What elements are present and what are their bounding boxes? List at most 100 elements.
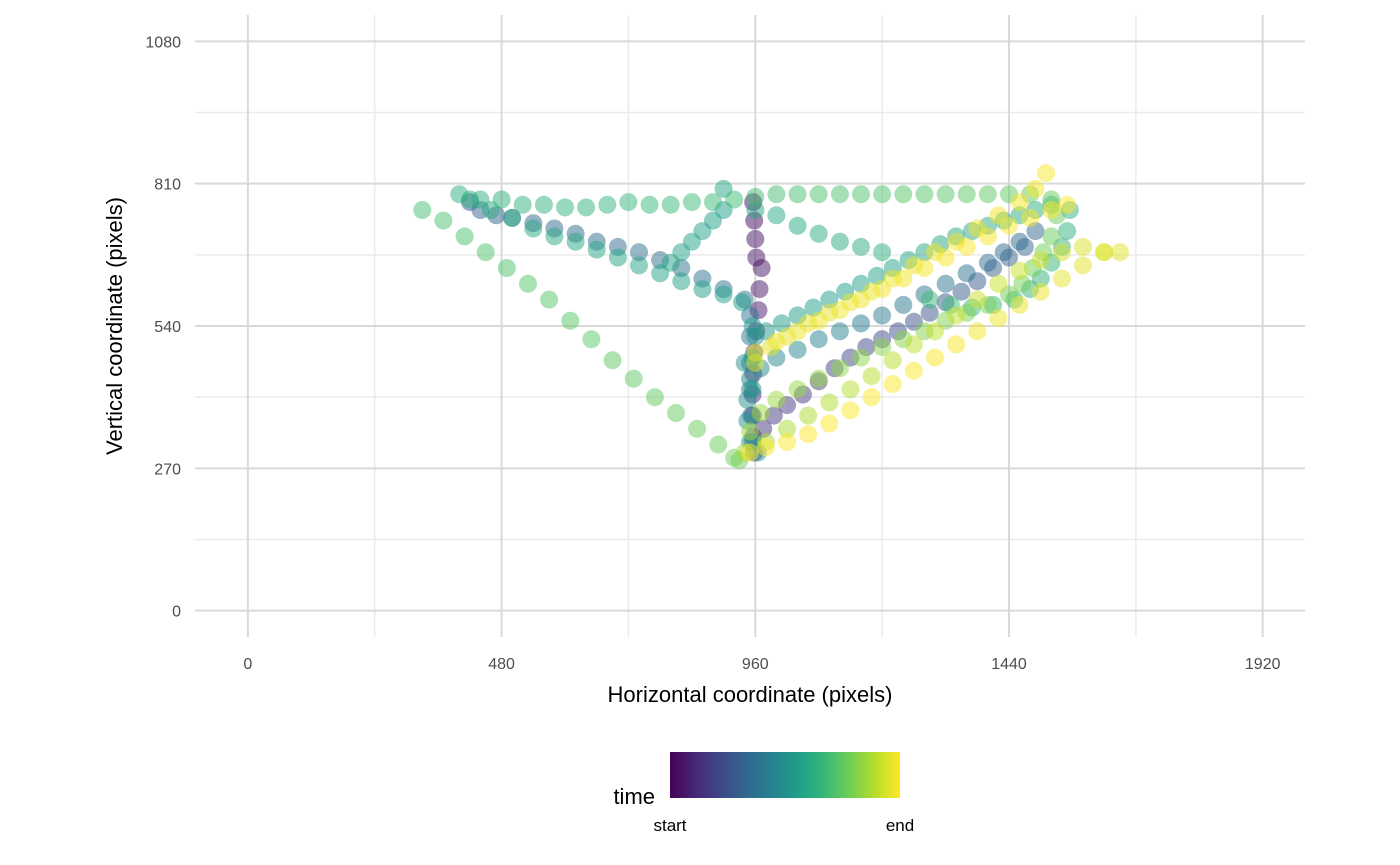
data-point <box>873 280 892 299</box>
data-point <box>894 185 913 204</box>
grid-major <box>195 15 1305 637</box>
data-point <box>577 198 596 217</box>
data-point <box>947 306 966 325</box>
data-point <box>778 419 796 438</box>
data-point <box>1031 282 1050 301</box>
data-point <box>725 190 744 209</box>
data-point <box>830 185 849 204</box>
data-point <box>873 338 892 357</box>
data-point <box>714 285 733 304</box>
data-point <box>852 290 870 309</box>
data-point <box>947 335 966 354</box>
data-point <box>852 185 870 204</box>
data-point <box>746 201 765 219</box>
data-point <box>1037 164 1055 183</box>
data-point <box>904 335 923 354</box>
data-point <box>1021 208 1040 227</box>
data-point <box>767 185 786 204</box>
data-point <box>830 322 849 341</box>
legend: time start end <box>613 752 914 835</box>
data-point <box>1052 243 1071 262</box>
data-point <box>561 311 580 330</box>
data-point <box>809 185 828 204</box>
data-point <box>873 306 892 325</box>
data-point <box>968 290 987 309</box>
data-point <box>566 232 585 251</box>
y-tick-label: 270 <box>154 461 181 478</box>
data-point <box>1010 261 1029 280</box>
data-point <box>978 227 997 246</box>
data-point <box>936 185 955 204</box>
legend-title: time <box>613 784 655 809</box>
x-tick-labels: 0 480 960 1440 1920 <box>243 656 1280 673</box>
data-point <box>809 224 828 243</box>
x-tick-label: 0 <box>243 656 252 673</box>
data-point <box>598 195 617 214</box>
data-point <box>830 301 849 320</box>
data-point <box>1095 243 1114 262</box>
data-point <box>1058 222 1077 241</box>
data-point <box>1010 193 1029 212</box>
data-point <box>556 198 574 217</box>
data-point <box>952 282 971 301</box>
data-point <box>788 380 807 399</box>
x-tick-label: 960 <box>742 656 769 673</box>
data-point <box>936 274 955 293</box>
data-point <box>587 240 606 259</box>
data-point <box>830 359 849 378</box>
data-point <box>920 290 939 309</box>
data-point <box>1031 251 1050 270</box>
data-point <box>788 185 807 204</box>
data-point <box>492 190 511 209</box>
y-axis-title: Vertical coordinate (pixels) <box>102 197 127 455</box>
data-point <box>852 314 870 333</box>
data-point <box>545 227 564 246</box>
data-point <box>873 185 892 204</box>
data-point <box>894 295 913 314</box>
data-point <box>746 230 765 248</box>
data-point <box>471 190 490 209</box>
data-point <box>968 322 987 341</box>
data-point <box>1026 179 1045 198</box>
data-point <box>809 369 828 388</box>
data-point <box>582 330 601 349</box>
data-point <box>883 375 902 393</box>
data-point <box>661 195 680 214</box>
data-point <box>926 348 944 367</box>
data-point <box>799 425 818 444</box>
data-point <box>788 216 807 235</box>
legend-label-end: end <box>886 816 914 835</box>
data-point <box>1010 295 1029 314</box>
data-point <box>667 404 685 422</box>
data-point <box>873 243 892 262</box>
data-point <box>661 253 680 272</box>
data-point <box>413 201 432 219</box>
y-tick-label: 810 <box>154 177 181 194</box>
data-point <box>756 438 775 457</box>
data-point <box>603 351 622 370</box>
data-point <box>750 280 769 299</box>
data-point <box>978 185 997 204</box>
data-point <box>862 388 881 407</box>
y-tick-label: 540 <box>154 319 181 336</box>
data-point <box>1042 201 1061 219</box>
data-point <box>957 237 976 256</box>
data-point <box>767 332 786 351</box>
data-point <box>841 401 860 420</box>
data-point <box>883 351 902 370</box>
x-tick-label: 1920 <box>1245 656 1281 673</box>
data-point <box>640 195 659 214</box>
data-point <box>630 256 648 275</box>
data-point <box>743 317 762 335</box>
y-tick-label: 1080 <box>145 34 181 51</box>
data-point <box>989 274 1008 293</box>
data-point <box>926 322 944 341</box>
data-point <box>645 388 664 407</box>
data-point <box>752 259 771 277</box>
x-tick-label: 1440 <box>991 656 1027 673</box>
data-point <box>994 243 1013 262</box>
points-layer <box>413 164 1129 470</box>
data-point <box>767 206 786 225</box>
data-point <box>788 340 807 359</box>
data-point <box>751 404 770 422</box>
